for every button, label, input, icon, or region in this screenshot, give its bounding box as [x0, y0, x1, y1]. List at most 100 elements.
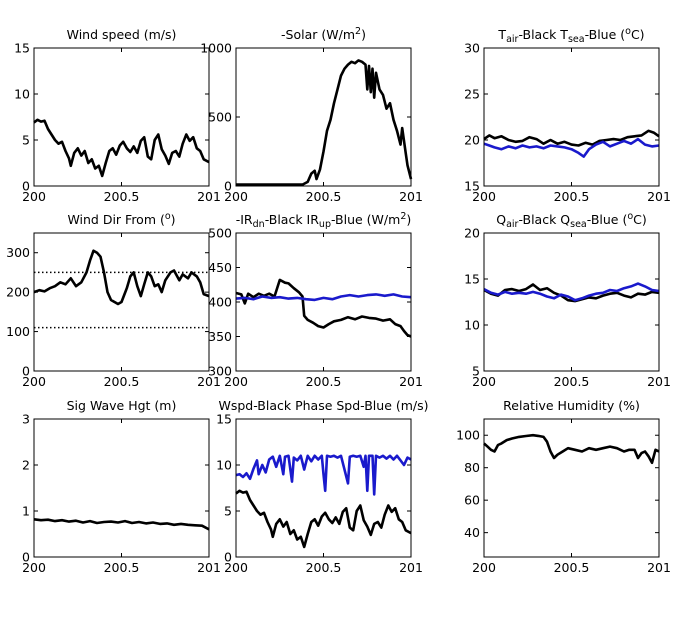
y-tick-label: 40 [464, 525, 480, 540]
title-sup: o [165, 211, 171, 222]
x-tick-label: 201 [647, 189, 671, 204]
title-part: -Blue ( [587, 212, 628, 227]
y-tick-label: 15 [464, 272, 480, 287]
title-part: o [627, 211, 633, 222]
title-part: -IR [236, 212, 253, 227]
title-part: ) [406, 212, 411, 227]
x-tick-label: 200 [22, 189, 46, 204]
series-line-1 [235, 489, 412, 549]
y-tick-label: 0 [224, 179, 232, 194]
x-tick-label: 200.5 [306, 560, 342, 575]
series-line-1 [33, 518, 210, 531]
x-tick-label: 200.5 [554, 560, 590, 575]
y-tick-label: 15 [14, 41, 30, 56]
subplot-6: Qair-Black Qsea-Blue (oC) 200 200.5 201 5 10 1… [464, 211, 671, 389]
title-part: air [506, 219, 518, 230]
title-part: -Blue ( [585, 27, 626, 42]
series-line-2 [235, 293, 412, 302]
subplot-title: -Solar (W/m2) [281, 26, 366, 42]
y-tick-label: 5 [22, 133, 30, 148]
title-part: up [319, 219, 331, 230]
subplot-1: Wind speed (m/s) 200 200.5 201 0 5 10 15 [14, 27, 221, 204]
axes-frame [483, 232, 660, 372]
title-text: Sig Wave Hgt (m) [67, 398, 177, 413]
x-tick-label: 200.5 [554, 374, 590, 389]
y-tick-label: 5 [224, 504, 232, 519]
subplot-8: Wspd-Black Phase Spd-Blue (m/s) 200 200.5 2… [216, 398, 428, 575]
x-tick-label: 200 [22, 374, 46, 389]
subplot-4: Wind Dir From (o) 200 200.5 201 0 100 200 300 [6, 211, 221, 389]
axes-frame [235, 47, 412, 187]
y-tick-label: 10 [216, 458, 232, 473]
y-tick-label: 500 [208, 226, 232, 241]
y-tick-label: 15 [216, 412, 232, 427]
x-tick-label: 200 [472, 560, 496, 575]
x-tick-label: 201 [399, 189, 423, 204]
y-tick-label: 200 [6, 285, 30, 300]
y-tick-label: 15 [464, 179, 480, 194]
x-tick-label: 201 [647, 374, 671, 389]
x-tick-label: 201 [399, 374, 423, 389]
subplot-title: Relative Humidity (%) [503, 398, 640, 413]
y-tick-label: 20 [464, 226, 480, 241]
title-part: 2 [400, 211, 406, 222]
y-tick-label: 0 [22, 550, 30, 565]
subplot-title: Tair-Black Tsea-Blue (oC) [497, 26, 644, 45]
subplot-title: Sig Wave Hgt (m) [67, 398, 177, 413]
y-tick-label: 10 [14, 87, 30, 102]
axes-frame [33, 47, 210, 187]
subplot-5: -IRdn-Black IRup-Blue (W/m2) 200 200.5 201 3… [208, 211, 423, 389]
y-tick-label: 25 [464, 87, 480, 102]
series-line-1 [33, 249, 210, 306]
axes-frame [235, 232, 412, 372]
x-tick-label: 200.5 [104, 560, 140, 575]
title-text: Wind Dir From ( [67, 212, 164, 227]
title-part: -Blue (W/m [331, 212, 400, 227]
y-tick-label: 450 [208, 260, 232, 275]
series-line-2 [483, 282, 660, 302]
x-tick-label: 201 [197, 560, 221, 575]
subplot-title: Wind Dir From (o) [67, 211, 175, 227]
series-line-1 [235, 278, 412, 338]
y-tick-label: 5 [472, 364, 480, 379]
x-tick-label: 200.5 [306, 374, 342, 389]
x-tick-label: 200 [472, 374, 496, 389]
title-part: Q [496, 212, 506, 227]
x-tick-label: 200.5 [104, 374, 140, 389]
y-tick-label: 300 [208, 364, 232, 379]
y-tick-label: 300 [6, 245, 30, 260]
subplot-title: Wind speed (m/s) [67, 27, 177, 42]
axes-frame [33, 418, 210, 558]
y-tick-label: 10 [464, 318, 480, 333]
title-part: -Black IR [265, 212, 320, 227]
title-part: o [625, 26, 631, 37]
series-line-1 [483, 129, 660, 147]
axes-frame [483, 47, 660, 187]
y-tick-label: 100 [6, 324, 30, 339]
title-text: Wind speed (m/s) [67, 27, 177, 42]
y-tick-label: 80 [464, 460, 480, 475]
title-part: sea [568, 34, 585, 45]
x-tick-label: 200 [22, 560, 46, 575]
y-tick-label: 2 [22, 458, 30, 473]
axes-frame [235, 418, 412, 558]
series-line-2 [483, 137, 660, 158]
x-tick-label: 201 [647, 560, 671, 575]
x-tick-label: 201 [197, 189, 221, 204]
subplot-3: Tair-Black Tsea-Blue (oC) 200 200.5 201 15 20… [464, 26, 671, 204]
y-tick-label: 0 [224, 550, 232, 565]
title-text: Relative Humidity (%) [503, 398, 640, 413]
series-line-1 [483, 283, 660, 303]
y-tick-label: 1 [22, 504, 30, 519]
subplot-9: Relative Humidity (%) 200 200.5 201 40 60 80 10… [456, 398, 671, 575]
x-tick-label: 200 [472, 189, 496, 204]
y-tick-label: 1000 [200, 41, 232, 56]
y-tick-label: 20 [464, 133, 480, 148]
x-tick-label: 201 [197, 374, 221, 389]
x-tick-label: 200 [224, 374, 248, 389]
title-part: -Black T [518, 27, 568, 42]
title-suffix: ) [361, 27, 366, 42]
x-tick-label: 200 [224, 189, 248, 204]
